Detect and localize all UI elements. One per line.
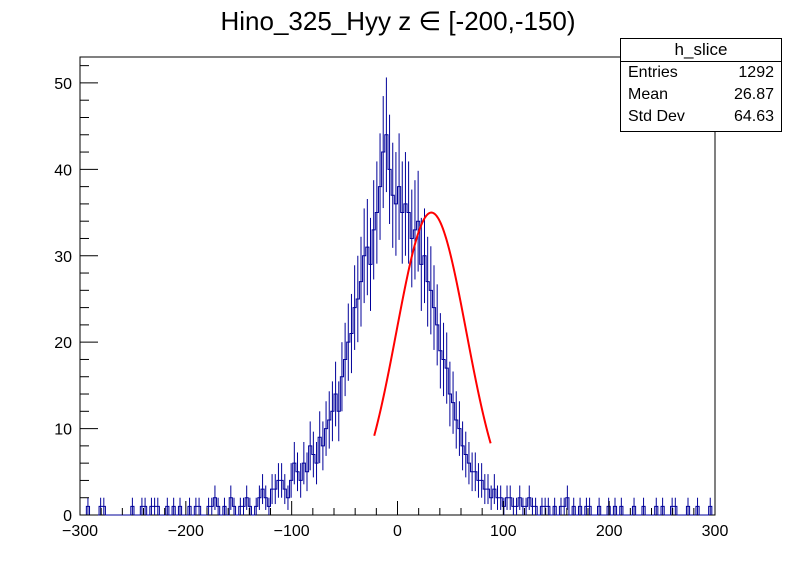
stats-row-entries: Entries 1292 xyxy=(621,62,781,84)
axes: −300 −200 −100 0 100 200 300 0 10 20 30 40 50 xyxy=(54,65,729,540)
stats-row-stddev: Std Dev 64.63 xyxy=(621,106,781,128)
y-tick-label: 40 xyxy=(54,162,72,179)
stats-mean-label: Mean xyxy=(628,86,669,103)
stats-entries-label: Entries xyxy=(628,64,678,81)
x-tick-label: 300 xyxy=(702,523,729,540)
x-tick-label: −100 xyxy=(274,523,310,540)
stats-std-label: Std Dev xyxy=(628,108,685,125)
gaussian-fit-line xyxy=(373,211,492,444)
stats-mean-value: 26.87 xyxy=(733,86,774,103)
y-tick-label: 20 xyxy=(54,335,72,352)
y-tick-label: 30 xyxy=(54,249,72,266)
stats-box: h_slice Entries 1292 Mean 26.87 Std Dev … xyxy=(620,38,782,132)
stats-row-mean: Mean 26.87 xyxy=(621,84,781,106)
stats-title: h_slice xyxy=(621,39,781,62)
histogram-outline xyxy=(80,134,713,516)
x-tick-label: 0 xyxy=(393,523,402,540)
x-tick-label: 100 xyxy=(490,523,517,540)
x-tick-label: 200 xyxy=(596,523,623,540)
histogram-series xyxy=(80,77,713,516)
y-tick-label: 0 xyxy=(63,508,72,525)
chart-title: Hino_325_Hyy z ∈ [-200,-150) xyxy=(220,6,576,36)
fit-curve xyxy=(373,211,492,444)
stats-entries-value: 1292 xyxy=(738,64,774,81)
stats-std-value: 64.63 xyxy=(733,108,774,125)
y-tick-label: 50 xyxy=(54,76,72,93)
x-tick-label: −300 xyxy=(62,523,98,540)
y-tick-label: 10 xyxy=(54,422,72,439)
x-tick-label: −200 xyxy=(168,523,204,540)
